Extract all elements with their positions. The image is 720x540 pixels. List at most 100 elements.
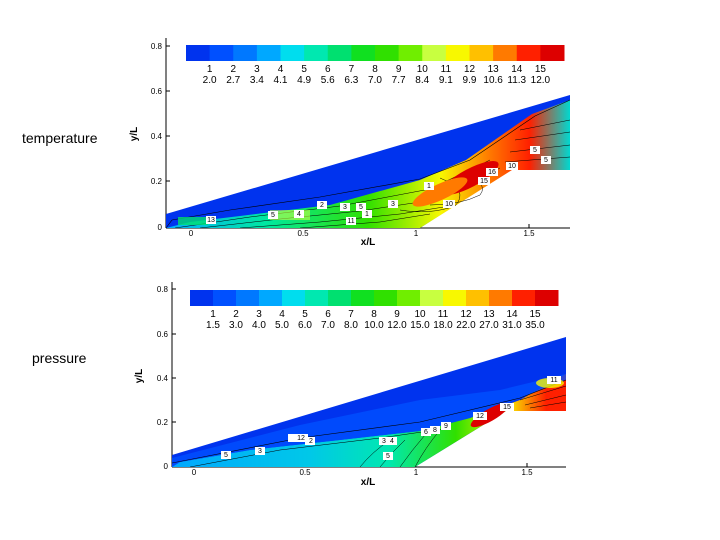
temp-colorbar-level-label: 8 [372, 64, 378, 75]
pres-field: 11 15 12 9 8 6 12 2 3 3 4 5 5 [171, 337, 567, 468]
pres-colorbar-swatch [420, 290, 444, 306]
temp-colorbar-level-value: 3.4 [250, 75, 264, 86]
pres-contour-label: 2 [309, 438, 313, 445]
pres-colorbar-level-label: 14 [506, 309, 518, 320]
pres-colorbar-swatch [489, 290, 513, 306]
temp-colorbar-level-label: 15 [535, 64, 547, 75]
pres-colorbar-level-value: 22.0 [456, 320, 476, 331]
temp-colorbar-swatch [280, 45, 305, 61]
temp-colorbar-level-value: 12.0 [531, 75, 551, 86]
temp-contour-label: 1 [427, 183, 431, 190]
temp-colorbar-level-label: 1 [207, 64, 213, 75]
temp-colorbar-level-value: 9.9 [463, 75, 477, 86]
pres-ytick-0.4: 0.4 [157, 374, 169, 383]
temp-colorbar-level-value: 7.0 [368, 75, 382, 86]
pres-colorbar-level-value: 5.0 [275, 320, 289, 331]
pres-colorbar-swatch [259, 290, 283, 306]
pres-colorbar-level-value: 7.0 [321, 320, 335, 331]
pres-colorbar-swatch [374, 290, 398, 306]
pres-contour-label: 3 [382, 438, 386, 445]
pres-xtick-0.5: 0.5 [299, 468, 311, 477]
temp-colorbar-level-label: 3 [254, 64, 260, 75]
temp-contour-label: 1 [365, 211, 369, 218]
temp-colorbar-level-label: 7 [349, 64, 355, 75]
temp-colorbar-level-value: 5.6 [321, 75, 335, 86]
temp-colorbar-level-value: 10.6 [483, 75, 503, 86]
pres-colorbar-level-label: 8 [371, 309, 377, 320]
temp-contour-label: 5 [359, 204, 363, 211]
pres-colorbar-level-label: 7 [348, 309, 354, 320]
pres-colorbar-level-label: 4 [279, 309, 285, 320]
pres-contour-label: 9 [444, 423, 448, 430]
pres-colorbar-swatch [466, 290, 490, 306]
pres-colorbar-level-label: 10 [414, 309, 426, 320]
pres-contour-label: 5 [386, 453, 390, 460]
pres-colorbar-level-value: 12.0 [387, 320, 407, 331]
pres-colorbar-level-value: 27.0 [479, 320, 499, 331]
pres-colorbar-level-value: 31.0 [502, 320, 522, 331]
pres-ytick-0.2: 0.2 [157, 418, 169, 427]
temp-colorbar-swatch [375, 45, 400, 61]
pres-ytick-0: 0 [164, 462, 169, 471]
temp-colorbar-level-label: 11 [441, 64, 452, 75]
temp-colorbar-swatch [540, 45, 565, 61]
temp-colorbar-level-label: 9 [396, 64, 402, 75]
pressure-panel: 0.8 0.6 0.4 0.2 0 0 0.5 1 1.5 x/L y/L 11… [134, 282, 567, 488]
pres-colorbar-swatch [213, 290, 237, 306]
pres-colorbar-swatch [305, 290, 329, 306]
pres-colorbar-swatch [512, 290, 536, 306]
pres-xlabel: x/L [361, 477, 375, 488]
temp-colorbar-level-label: 5 [301, 64, 307, 75]
pres-colorbar-level-value: 8.0 [344, 320, 358, 331]
temp-xtick-1: 1 [414, 229, 419, 238]
temperature-label: temperature [22, 130, 98, 146]
pres-colorbar-level-value: 3.0 [229, 320, 243, 331]
temp-colorbar-swatch [351, 45, 376, 61]
pres-contour-label: 3 [258, 448, 262, 455]
temp-colorbar-level-value: 4.1 [274, 75, 288, 86]
temp-contour-label: 13 [207, 217, 215, 224]
temp-colorbar-swatch [516, 45, 541, 61]
pres-colorbar-level-value: 4.0 [252, 320, 266, 331]
pres-colorbar-level-label: 15 [529, 309, 541, 320]
temp-contour-label: 4 [297, 211, 301, 218]
temp-colorbar-swatch [186, 45, 211, 61]
pres-colorbar-level-label: 2 [233, 309, 239, 320]
temp-field: 5 5 10 16 1 15 3 1 5 3 2 4 5 10 13 11 [165, 95, 571, 229]
temp-colorbar-level-value: 2.0 [203, 75, 217, 86]
temp-colorbar-level-label: 10 [417, 64, 429, 75]
pres-colorbar-level-label: 11 [438, 309, 449, 320]
temp-colorbar-level-label: 2 [230, 64, 236, 75]
pres-xtick-1: 1 [414, 468, 419, 477]
temp-colorbar-level-label: 13 [488, 64, 500, 75]
temp-colorbar-level-label: 4 [278, 64, 284, 75]
pres-contour-label: 11 [550, 377, 557, 384]
pres-contour-label: 8 [433, 427, 437, 434]
temp-colorbar-swatch [209, 45, 234, 61]
temp-colorbar-level-value: 9.1 [439, 75, 453, 86]
temp-contour-label: 3 [391, 201, 395, 208]
temp-ytick-0.6: 0.6 [151, 87, 163, 96]
temp-colorbar-level-value: 4.9 [297, 75, 311, 86]
pres-colorbar-level-label: 6 [325, 309, 331, 320]
pres-colorbar-swatch [190, 290, 214, 306]
temp-colorbar-swatch [327, 45, 352, 61]
temp-ytick-0.4: 0.4 [151, 132, 163, 141]
temp-contour-label: 10 [445, 201, 453, 208]
temp-contour-label: 3 [343, 204, 347, 211]
pres-colorbar-level-label: 3 [256, 309, 262, 320]
pres-ytick-0.8: 0.8 [157, 285, 169, 294]
pres-xtick-1.5: 1.5 [521, 468, 533, 477]
temp-ytick-0.8: 0.8 [151, 42, 163, 51]
pres-colorbar-swatch [236, 290, 260, 306]
temp-shock-layer-region [166, 100, 570, 228]
temp-contour-label: 16 [488, 169, 496, 176]
temp-colorbar: 12.0 22.7 33.4 44.1 54.9 65.6 76.3 87.0 97.7 108.… [186, 45, 565, 86]
pres-contour-label: 15 [503, 404, 511, 411]
temp-colorbar-level-label: 12 [464, 64, 476, 75]
temp-contour-label: 5 [533, 147, 537, 154]
temp-colorbar-level-value: 8.4 [415, 75, 429, 86]
temp-xlabel: x/L [361, 237, 375, 248]
temperature-panel: 0.8 0.6 0.4 0.2 0 0 0.5 1 1.5 x/L y/L 12… [129, 38, 571, 248]
